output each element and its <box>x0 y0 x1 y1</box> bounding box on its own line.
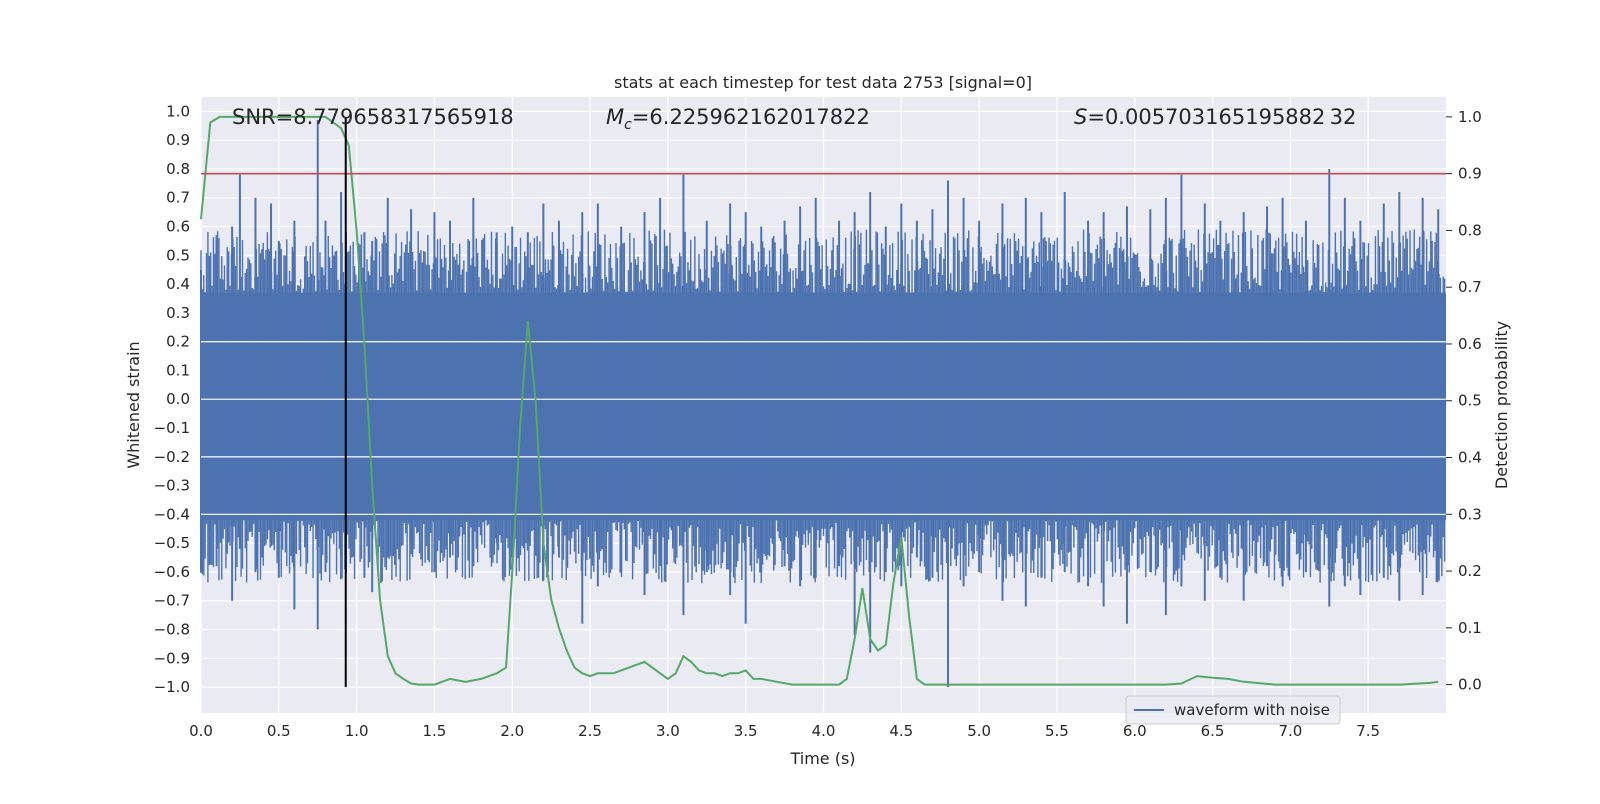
noise-series <box>200 120 1446 688</box>
y-tick-label-right: 1.0 <box>1458 108 1482 126</box>
y-tick-label-left: 0.8 <box>166 160 190 178</box>
y-tick-label-left: 0.1 <box>166 361 190 379</box>
chirp-mass-subscript: c <box>624 117 632 133</box>
y-tick-label-left: −0.1 <box>154 419 190 437</box>
y-tick-label-left: −1.0 <box>154 678 190 696</box>
y-tick-label-left: 0.2 <box>166 333 190 351</box>
s-annotation: S=0.005703165195882 32 <box>1074 105 1356 129</box>
legend-box <box>1125 695 1341 725</box>
y-tick-label-right: 0.7 <box>1458 278 1482 296</box>
y-tick-label-left: −0.2 <box>154 448 190 466</box>
y-tick-label-left: 0.4 <box>166 275 190 293</box>
x-tick-label: 4.5 <box>889 722 913 740</box>
x-tick-label: 6.5 <box>1201 722 1225 740</box>
y-tick-label-right: 0.9 <box>1458 165 1482 183</box>
chirp-mass-annotation: Mc=6.225962162017822 <box>606 105 870 133</box>
x-tick-label: 7.0 <box>1278 722 1302 740</box>
y-tick-label-left: 0.7 <box>166 189 190 207</box>
y-tick-label-left: −0.7 <box>154 592 190 610</box>
y-axis-label-left: Whitened strain <box>124 341 143 468</box>
x-tick-label: 1.5 <box>423 722 447 740</box>
chirp-mass-value: =6.225962162017822 <box>632 105 870 129</box>
snr-annotation: SNR=8.779658317565918 <box>232 105 514 129</box>
detection-probability-line <box>200 115 1439 686</box>
chirp-mass-symbol: M <box>606 105 624 129</box>
x-tick-label: 3.5 <box>734 722 758 740</box>
y-tick-label-left: 0.5 <box>166 246 190 264</box>
y-tick-label-right: 0.8 <box>1458 221 1482 239</box>
y-tick-label-right: 0.4 <box>1458 449 1482 467</box>
y-tick-label-right: 0.1 <box>1458 619 1482 637</box>
x-tick-label: 4.0 <box>812 722 836 740</box>
x-tick-label: 2.5 <box>578 722 602 740</box>
y-tick-label-left: 0.9 <box>166 131 190 149</box>
y-tick-label-right: 0.6 <box>1458 335 1482 353</box>
x-axis-label: Time (s) <box>789 749 855 768</box>
y-tick-label-left: −0.3 <box>154 477 190 495</box>
overlay-lines <box>200 115 1446 688</box>
x-tick-label: 7.5 <box>1356 722 1380 740</box>
x-tick-label: 6.0 <box>1123 722 1147 740</box>
y-tick-label-left: −0.9 <box>154 649 190 667</box>
x-tick-label: 0.0 <box>189 722 213 740</box>
y-tick-label-left: −0.6 <box>154 563 190 581</box>
x-tick-label: 2.0 <box>500 722 524 740</box>
legend-label-waveform: waveform with noise <box>1174 701 1330 719</box>
x-tick-label: 1.0 <box>345 722 369 740</box>
plot-area <box>200 115 1446 688</box>
chart-title: stats at each timestep for test data 275… <box>614 73 1032 92</box>
legend: waveform with noise <box>1125 695 1341 725</box>
y-tick-label-right: 0.5 <box>1458 392 1482 410</box>
y-tick-label-left: −0.8 <box>154 621 190 639</box>
x-tick-label: 0.5 <box>267 722 291 740</box>
y-tick-label-right: 0.3 <box>1458 505 1482 523</box>
y-axis-label-right: Detection probability <box>1492 321 1511 489</box>
x-tick-label: 3.0 <box>656 722 680 740</box>
x-tick-label: 5.5 <box>1045 722 1069 740</box>
s-value: =0.005703165195882 32 <box>1087 105 1356 129</box>
y-tick-label-left: −0.5 <box>154 534 190 552</box>
y-tick-label-left: −0.4 <box>154 505 190 523</box>
tick-layer: 0.0 0.5 1.0 1.5 2.0 2.5 3.0 3.5 4.0 4.5 5.0 5.5 6.0 6… <box>154 102 1482 740</box>
s-symbol: S <box>1074 105 1087 129</box>
y-tick-label-left: 0.0 <box>166 390 190 408</box>
y-tick-label-left: 1.0 <box>166 102 190 120</box>
y-tick-label-left: 0.6 <box>166 218 190 236</box>
y-tick-label-left: 0.3 <box>166 304 190 322</box>
y-tick-label-right: 0.2 <box>1458 562 1482 580</box>
y-tick-label-right: 0.0 <box>1458 676 1482 694</box>
x-tick-label: 5.0 <box>967 722 991 740</box>
